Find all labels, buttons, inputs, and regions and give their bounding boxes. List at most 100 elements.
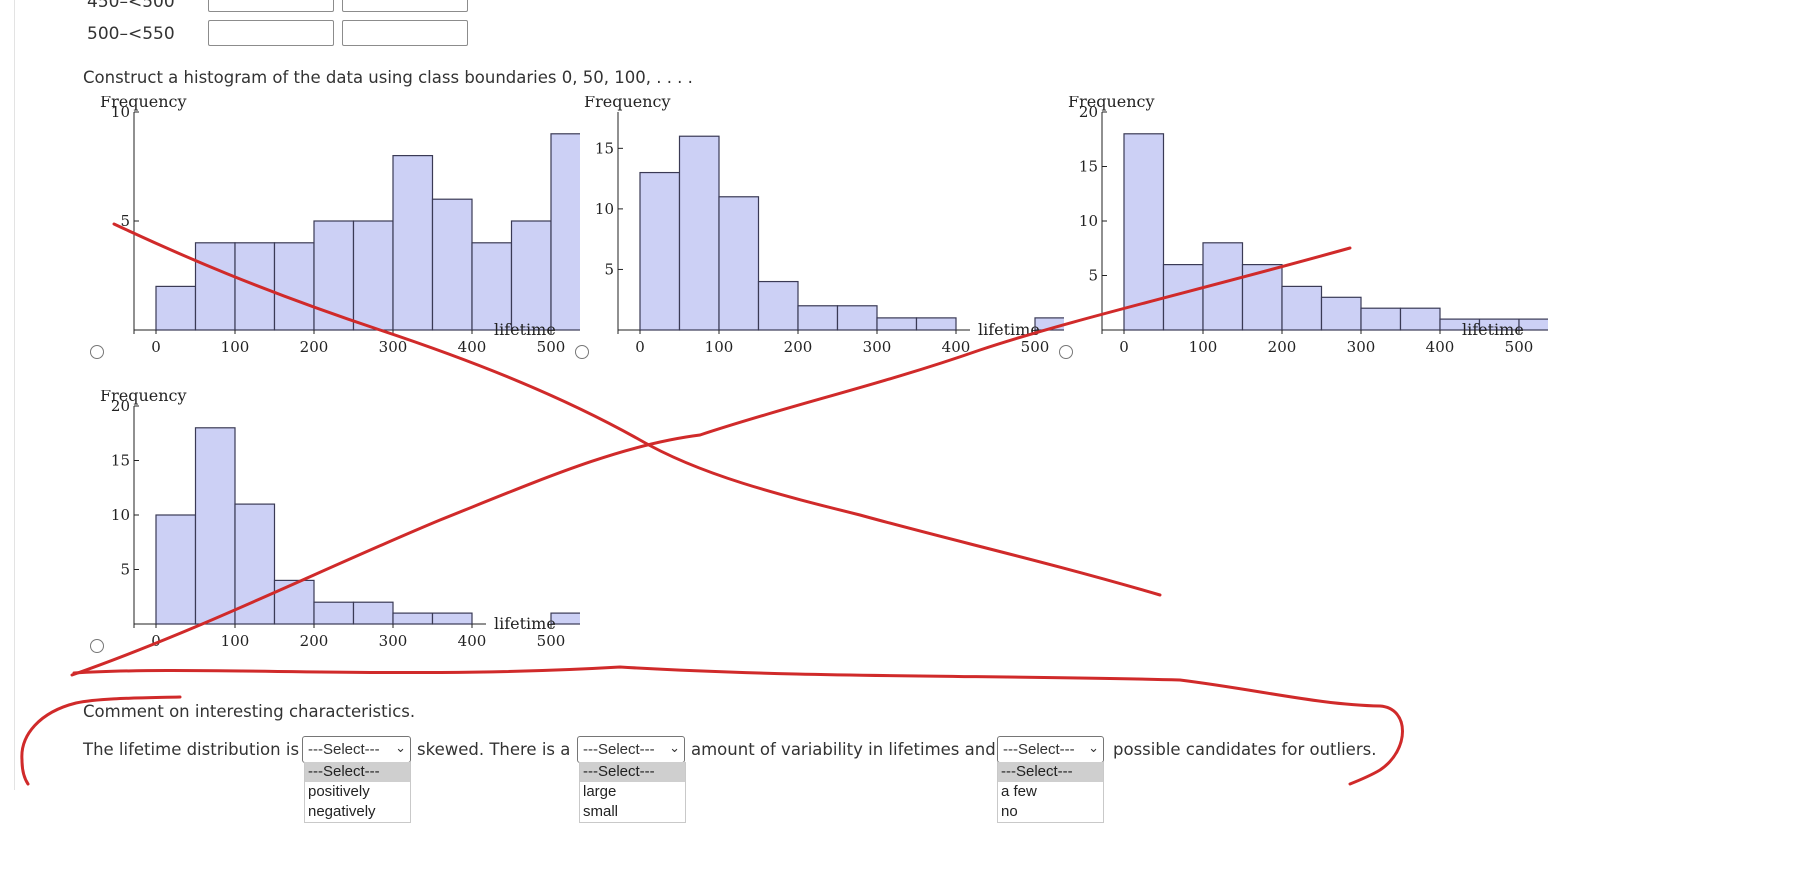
x-tick-label: 0	[151, 338, 161, 356]
outliers-dropdown-list: ---Select--- a few no	[997, 762, 1104, 823]
relative-frequency-input-500-550[interactable]	[342, 20, 468, 46]
dropdown-option[interactable]: no	[1001, 803, 1018, 820]
x-tick-label: 200	[300, 338, 329, 356]
histogram-bar	[1162, 264, 1204, 331]
x-tick-label: 500	[1505, 338, 1534, 356]
x-axis-label: lifetime	[978, 320, 1040, 339]
y-tick-label: 5	[120, 212, 130, 230]
skew-select-value: ---Select---	[308, 741, 380, 758]
y-tick-label: 5	[120, 561, 130, 579]
x-tick-label: 500	[537, 632, 566, 650]
dropdown-option[interactable]: ---Select---	[580, 762, 685, 782]
histogram-bar	[510, 220, 552, 331]
dropdown-option[interactable]: a few	[1001, 783, 1037, 800]
histogram-bar	[352, 601, 394, 625]
skew-direction-select[interactable]: ---Select--- ⌄	[302, 736, 411, 763]
x-tick-label: 300	[379, 338, 408, 356]
histogram-bar	[1518, 318, 1548, 331]
histogram-bar	[273, 242, 315, 331]
x-tick-label: 500	[537, 338, 566, 356]
x-tick-label: 0	[635, 338, 645, 356]
histogram-bar	[1320, 296, 1362, 331]
y-tick-label: 10	[1079, 212, 1098, 230]
histogram-bar	[313, 220, 355, 331]
page-left-border	[14, 0, 15, 790]
x-tick-label: 200	[300, 632, 329, 650]
histogram-bar	[718, 196, 760, 331]
y-axis-label: Frequency	[1068, 96, 1155, 111]
x-tick-label: 500	[1021, 338, 1050, 356]
histogram-bar	[1281, 285, 1323, 331]
frequency-input-450-500[interactable]	[208, 0, 334, 12]
histogram-bar	[876, 317, 918, 331]
x-tick-label: 300	[379, 632, 408, 650]
x-tick-label: 300	[1347, 338, 1376, 356]
histogram-bar	[550, 133, 580, 331]
variability-dropdown-list: ---Select--- large small	[579, 762, 686, 823]
x-tick-label: 0	[151, 632, 161, 650]
variability-select[interactable]: ---Select--- ⌄	[577, 736, 685, 763]
x-axis-label: lifetime	[1462, 320, 1524, 339]
y-tick-label: 10	[111, 506, 130, 524]
x-tick-label: 400	[942, 338, 971, 356]
histogram-bar	[431, 612, 473, 625]
class-label-450-500: 450–<500	[87, 0, 175, 12]
y-tick-label: 15	[1079, 158, 1098, 176]
dropdown-option[interactable]: ---Select---	[305, 762, 410, 782]
x-tick-label: 100	[705, 338, 734, 356]
histogram-bar	[313, 601, 355, 625]
y-tick-label: 20	[111, 397, 130, 415]
chevron-down-icon: ⌄	[395, 740, 406, 755]
class-label-500-550: 500–<550	[87, 24, 175, 44]
histogram-bar	[234, 242, 276, 331]
x-tick-label: 100	[221, 338, 250, 356]
relative-frequency-input-450-500[interactable]	[342, 0, 468, 12]
variability-select-value: ---Select---	[583, 741, 655, 758]
outliers-select-value: ---Select---	[1003, 741, 1075, 758]
histogram-bar	[915, 317, 957, 331]
radio-histogram-d[interactable]	[90, 639, 104, 653]
histogram-bar	[392, 154, 434, 331]
frequency-input-500-550[interactable]	[208, 20, 334, 46]
x-tick-label: 200	[784, 338, 813, 356]
histogram-bar	[1360, 307, 1402, 331]
histogram-bar	[836, 305, 878, 331]
histogram-bar	[194, 427, 236, 625]
dropdown-option[interactable]: positively	[308, 783, 370, 800]
x-axis-label: lifetime	[494, 614, 556, 633]
dropdown-option[interactable]: negatively	[308, 803, 376, 820]
chevron-down-icon: ⌄	[1088, 740, 1099, 755]
y-tick-label: 5	[1088, 267, 1098, 285]
histogram-instruction: Construct a histogram of the data using …	[83, 68, 693, 87]
y-tick-label: 10	[111, 103, 130, 121]
radio-histogram-b[interactable]	[575, 345, 589, 359]
x-tick-label: 100	[1189, 338, 1218, 356]
histogram-bar	[392, 612, 434, 625]
y-tick-label: 15	[111, 452, 130, 470]
x-tick-label: 0	[1119, 338, 1129, 356]
histogram-bar	[273, 579, 315, 625]
sentence-part-4: possible candidates for outliers.	[1113, 740, 1377, 759]
sentence-part-2: skewed. There is a	[417, 740, 571, 759]
histogram-bar	[797, 305, 839, 331]
histogram-bar	[155, 285, 197, 331]
histogram-bar	[639, 171, 681, 331]
x-tick-label: 100	[221, 632, 250, 650]
x-tick-label: 400	[1426, 338, 1455, 356]
dropdown-option[interactable]: small	[583, 803, 619, 820]
radio-histogram-c[interactable]	[1059, 345, 1073, 359]
histogram-bar	[194, 242, 236, 331]
radio-histogram-a[interactable]	[90, 345, 104, 359]
histogram-bar	[757, 280, 799, 331]
x-axis-label: lifetime	[494, 320, 556, 339]
x-tick-label: 300	[863, 338, 892, 356]
outliers-select[interactable]: ---Select--- ⌄	[997, 736, 1104, 763]
histogram-bar	[471, 242, 513, 331]
dropdown-option[interactable]: ---Select---	[998, 762, 1103, 782]
y-axis-label: Frequency	[100, 96, 187, 111]
dropdown-option[interactable]: large	[583, 783, 617, 800]
histogram-bar	[1399, 307, 1441, 331]
